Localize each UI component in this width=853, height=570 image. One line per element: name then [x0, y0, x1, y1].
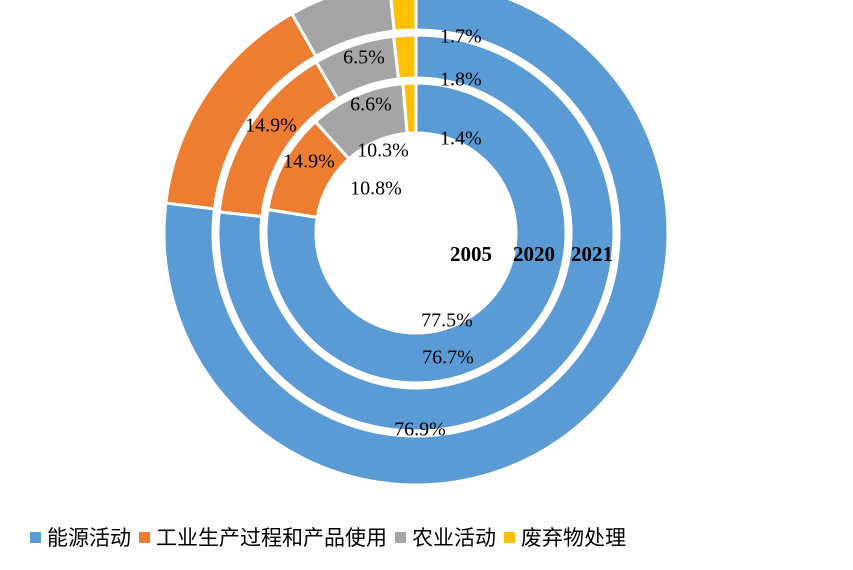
legend-swatch-energy — [30, 531, 41, 543]
data-label-2005-waste: 1.4% — [440, 128, 482, 150]
legend-item-energy: 能源活动 — [30, 522, 131, 552]
data-label-2005-energy: 77.5% — [421, 310, 473, 332]
data-label-2005-agriculture: 10.3% — [357, 140, 409, 162]
chart-labels: 77.5% 10.8% 10.3% 1.4% 2005 76.7% 14.9% 6.6% 1.8… — [245, 26, 613, 441]
chart-rings — [162, 0, 670, 487]
legend: 能源活动 工业生产过程和产品使用 农业活动 废弃物处理 — [30, 520, 840, 554]
slice-2005-energy — [264, 81, 568, 385]
ring-label-2021: 2021 — [571, 242, 613, 266]
data-label-2021-waste: 1.7% — [440, 26, 482, 48]
legend-item-agriculture: 农业活动 — [395, 522, 496, 552]
data-label-2020-industry: 14.9% — [283, 151, 335, 173]
slice-2021-waste — [389, 0, 418, 33]
data-label-2020-agriculture: 6.6% — [350, 94, 392, 116]
ring-label-2005: 2005 — [450, 242, 492, 266]
data-label-2020-waste: 1.8% — [440, 69, 482, 91]
legend-label-energy: 能源活动 — [47, 526, 131, 550]
donut-chart: 77.5% 10.8% 10.3% 1.4% 2005 76.7% 14.9% 6.6% 1.8… — [162, 0, 670, 487]
ring-label-2020: 2020 — [513, 242, 555, 266]
data-label-2005-industry: 10.8% — [350, 178, 402, 200]
slice-2005-waste — [401, 81, 418, 136]
legend-label-waste: 废弃物处理 — [521, 526, 626, 550]
legend-label-industry: 工业生产过程和产品使用 — [156, 526, 387, 550]
slice-2020-energy — [216, 33, 616, 433]
legend-swatch-agriculture — [395, 531, 406, 543]
legend-label-agriculture: 农业活动 — [412, 526, 496, 550]
slice-2021-energy — [162, 0, 670, 487]
slice-2020-waste — [391, 33, 418, 81]
legend-item-waste: 废弃物处理 — [504, 522, 626, 552]
data-label-2021-agriculture: 6.5% — [343, 47, 385, 69]
data-label-2021-industry: 14.9% — [245, 115, 297, 137]
data-label-2020-energy: 76.7% — [422, 347, 474, 369]
legend-swatch-waste — [504, 531, 515, 543]
data-label-2021-energy: 76.9% — [394, 419, 446, 441]
legend-swatch-industry — [139, 531, 150, 543]
legend-item-industry: 工业生产过程和产品使用 — [139, 522, 387, 552]
